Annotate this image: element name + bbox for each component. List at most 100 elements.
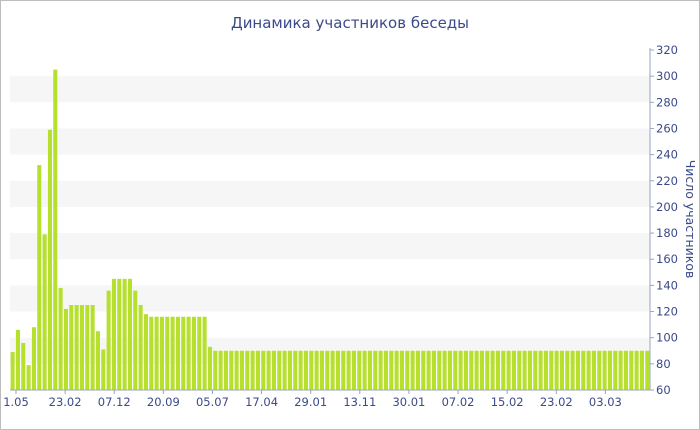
bar bbox=[570, 350, 575, 390]
y-axis-ticks: 60 80 100 120 140 160 180 200 220 240 260 280 300 320 bbox=[650, 43, 678, 397]
bar bbox=[53, 69, 58, 390]
bar bbox=[469, 350, 474, 390]
bar bbox=[213, 350, 218, 390]
bar bbox=[357, 350, 362, 390]
bar bbox=[639, 350, 644, 390]
grid-band bbox=[10, 337, 650, 364]
bar bbox=[138, 305, 143, 390]
bar bbox=[581, 350, 586, 390]
bar bbox=[58, 288, 63, 390]
x-tick-label: 07.12 bbox=[98, 395, 131, 409]
y-tick-label: 60 bbox=[656, 383, 671, 397]
bar bbox=[426, 350, 431, 390]
x-tick-label: 13.11 bbox=[343, 395, 376, 409]
y-tick-label: 300 bbox=[656, 69, 678, 83]
bar bbox=[362, 350, 367, 390]
bar bbox=[597, 350, 602, 390]
bar bbox=[181, 316, 186, 390]
y-tick-label: 140 bbox=[656, 278, 678, 292]
bar bbox=[330, 350, 335, 390]
y-axis-label: Число участников bbox=[683, 160, 698, 279]
bar bbox=[69, 305, 74, 390]
bar bbox=[271, 350, 276, 390]
bar bbox=[591, 350, 596, 390]
bar bbox=[239, 350, 244, 390]
bar bbox=[565, 350, 570, 390]
bar bbox=[85, 305, 90, 390]
bar bbox=[127, 278, 132, 390]
grid-bands bbox=[10, 76, 650, 364]
y-tick-label: 240 bbox=[656, 148, 678, 162]
bar bbox=[202, 316, 207, 390]
bar bbox=[458, 350, 463, 390]
bar bbox=[351, 350, 356, 390]
bar bbox=[495, 350, 500, 390]
chart-title: Динамика участников беседы bbox=[231, 14, 469, 32]
bar bbox=[549, 350, 554, 390]
bar bbox=[346, 350, 351, 390]
y-tick-label: 220 bbox=[656, 174, 678, 188]
x-tick-label: 30.01 bbox=[392, 395, 425, 409]
bars bbox=[10, 69, 650, 390]
bar bbox=[175, 316, 180, 390]
bar bbox=[410, 350, 415, 390]
bar bbox=[314, 350, 319, 390]
bar bbox=[335, 350, 340, 390]
bar bbox=[618, 350, 623, 390]
x-tick-label: 03.03 bbox=[589, 395, 622, 409]
bar bbox=[453, 350, 458, 390]
y-tick-label: 320 bbox=[656, 43, 678, 57]
bar bbox=[341, 350, 346, 390]
bar bbox=[554, 350, 559, 390]
bar bbox=[293, 350, 298, 390]
bar bbox=[559, 350, 564, 390]
bar bbox=[229, 350, 234, 390]
bar bbox=[245, 350, 250, 390]
bar bbox=[15, 329, 20, 390]
bar bbox=[538, 350, 543, 390]
bar bbox=[106, 290, 111, 390]
x-tick-label: 29.01 bbox=[294, 395, 327, 409]
bar bbox=[133, 290, 138, 390]
grid-band bbox=[10, 233, 650, 260]
bar bbox=[79, 305, 84, 390]
bar bbox=[143, 314, 148, 390]
x-tick-label: 23.02 bbox=[49, 395, 82, 409]
grid-band bbox=[10, 128, 650, 155]
bar bbox=[122, 278, 127, 390]
bar bbox=[149, 316, 154, 390]
bar bbox=[218, 350, 223, 390]
bar bbox=[197, 316, 202, 390]
bar bbox=[527, 350, 532, 390]
bar bbox=[250, 350, 255, 390]
x-tick-label: 23.02 bbox=[540, 395, 573, 409]
y-tick-label: 120 bbox=[656, 305, 678, 319]
bar bbox=[191, 316, 196, 390]
bar bbox=[309, 350, 314, 390]
bar bbox=[26, 365, 31, 390]
bar bbox=[325, 350, 330, 390]
bar bbox=[165, 316, 170, 390]
y-tick-label: 260 bbox=[656, 121, 678, 135]
bar bbox=[367, 350, 372, 390]
bar bbox=[501, 350, 506, 390]
bar bbox=[431, 350, 436, 390]
bar bbox=[442, 350, 447, 390]
bar bbox=[95, 331, 100, 390]
bar bbox=[447, 350, 452, 390]
x-axis-ticks: 1.05 23.02 07.12 20.09 05.07 17.04 29.01 13.11 3… bbox=[3, 390, 622, 409]
bar bbox=[234, 350, 239, 390]
bar bbox=[42, 234, 47, 390]
bar bbox=[37, 165, 42, 390]
grid-band bbox=[10, 180, 650, 207]
bar bbox=[575, 350, 580, 390]
bar bbox=[111, 278, 116, 390]
bar bbox=[394, 350, 399, 390]
bar bbox=[479, 350, 484, 390]
bar bbox=[154, 316, 159, 390]
bar bbox=[533, 350, 538, 390]
bar bbox=[74, 305, 79, 390]
bar bbox=[266, 350, 271, 390]
bar bbox=[277, 350, 282, 390]
bar bbox=[298, 350, 303, 390]
